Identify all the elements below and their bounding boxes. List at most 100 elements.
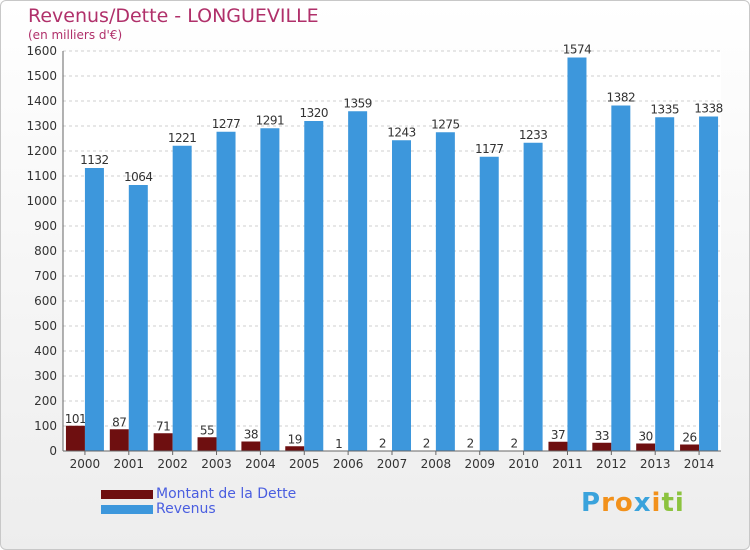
x-tick-label-2009: 2009 [464,457,495,471]
bar-dette-2000 [65,425,85,451]
logo-letter: x [633,488,652,518]
x-tick-label-2013: 2013 [640,457,671,471]
data-label-dette-2009: 2 [467,437,474,451]
logo-letter: i [674,488,685,518]
data-label-dette-2010: 2 [511,437,518,451]
bar-revenus-2000 [84,168,104,451]
y-tick-label: 1000 [26,194,57,208]
data-label-revenus-2013: 1335 [650,102,679,116]
data-label-dette-2001: 87 [112,415,126,429]
y-tick-label: 1100 [26,169,57,183]
bar-dette-2002 [153,433,173,451]
data-label-dette-2013: 30 [639,430,653,444]
y-tick-label: 200 [34,394,57,408]
bar-revenus-2007 [392,140,411,451]
bar-dette-2014 [680,444,700,451]
data-label-revenus-2012: 1382 [607,91,636,105]
y-tick-label: 900 [34,219,57,233]
data-label-dette-2014: 26 [682,431,696,445]
bar-revenus-2004 [260,128,280,451]
data-label-dette-2012: 33 [595,429,609,443]
data-label-dette-2011: 37 [551,428,565,442]
y-tick-label: 100 [34,419,57,433]
bar-dette-2013 [636,443,656,451]
y-tick-label: 1200 [26,144,57,158]
y-tick-label: 1300 [26,119,57,133]
legend-swatch-revenus [101,505,153,514]
x-tick-label-2004: 2004 [245,457,276,471]
data-label-dette-2000: 101 [65,412,86,426]
y-tick-label: 0 [49,444,57,458]
x-tick-label-2003: 2003 [201,457,232,471]
y-tick-label: 1400 [26,94,57,108]
x-tick-label-2011: 2011 [552,457,583,471]
proxiti-logo: Proxiti [581,488,685,518]
logo-letter: t [661,488,675,518]
x-tick-label-2006: 2006 [333,457,364,471]
bar-dette-2004 [241,441,261,451]
legend-label-dette: Montant de la Dette [156,486,297,502]
bar-revenus-2008 [435,132,455,451]
chart-subtitle: (en milliers d'€) [28,28,123,42]
bar-revenus-2005 [304,121,324,451]
bar-revenus-2014 [699,116,719,451]
data-label-revenus-2005: 1320 [299,106,328,120]
bar-revenus-2001 [128,185,148,451]
data-label-revenus-2002: 1221 [168,131,197,145]
x-tick-label-2012: 2012 [596,457,627,471]
data-label-revenus-2014: 1338 [694,102,723,116]
x-axis-ticks: 2000 2001 2002 2003 2004 2005 2006 2007 2008 2009… [63,450,721,471]
bar-dette-2011 [548,441,568,451]
data-label-revenus-2006: 1359 [343,96,372,110]
data-label-dette-2006: 1 [335,437,342,451]
data-label-revenus-2001: 1064 [124,170,153,184]
x-tick-label-2002: 2002 [157,457,188,471]
data-label-revenus-2010: 1233 [519,128,548,142]
logo-letter: i [651,488,662,518]
y-tick-label: 700 [34,269,57,283]
x-tick-label-2005: 2005 [289,457,320,471]
data-label-dette-2007: 2 [379,437,386,451]
bar-revenus-2009 [479,156,499,451]
chart-title: Revenus/Dette - LONGUEVILLE [28,5,319,27]
data-label-dette-2003: 55 [200,423,214,437]
bar-dette-2001 [109,429,129,451]
bar-revenus-2012 [611,105,631,451]
y-tick-label: 400 [34,344,57,358]
logo-letter: r [601,488,615,518]
bar-revenus-2003 [216,131,236,451]
y-tick-label: 500 [34,319,57,333]
data-label-dette-2005: 19 [288,432,302,446]
x-tick-label-2008: 2008 [421,457,452,471]
bar-revenus-2006 [348,111,368,451]
x-tick-label-2001: 2001 [114,457,145,471]
data-label-dette-2004: 38 [244,428,258,442]
legend-label-revenus: Revenus [156,501,216,517]
bar-dette-2005 [285,446,305,451]
data-label-revenus-2008: 1275 [431,117,460,131]
bar-revenus-2010 [523,142,543,451]
bar-dette-2012 [592,442,612,451]
y-tick-label: 300 [34,369,57,383]
x-tick-label-2014: 2014 [684,457,715,471]
data-label-revenus-2011: 1574 [563,43,592,57]
bar-revenus-2011 [567,57,587,451]
y-tick-label: 1600 [26,44,57,58]
x-tick-label-2010: 2010 [508,457,539,471]
data-label-revenus-2000: 1132 [80,153,109,167]
y-axis-ticks: 0 100 200 300 400 500 600 700 800 900 1000 1100 1200… [26,44,64,458]
bars: 101 1132 87 1064 71 1221 55 1277 38 1291 19 1320 1 13… [65,43,723,452]
data-label-revenus-2007: 1243 [387,125,416,139]
legend-swatch-dette [101,490,153,499]
logo-letter: P [581,488,602,518]
x-tick-label-2000: 2000 [70,457,101,471]
data-label-dette-2008: 2 [423,437,430,451]
data-label-revenus-2003: 1277 [212,117,241,131]
logo-letter: o [614,488,634,518]
bar-revenus-2013 [655,117,675,451]
bar-revenus-2002 [172,145,192,451]
bar-dette-2003 [197,437,217,451]
y-tick-label: 1500 [26,69,57,83]
